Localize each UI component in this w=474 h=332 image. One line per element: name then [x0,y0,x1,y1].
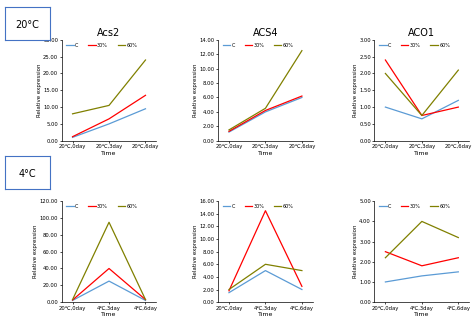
C [106,122,112,126]
60% [263,106,268,110]
Title: ACS4: ACS4 [253,28,278,38]
Line: 30%: 30% [385,60,458,116]
60% [383,256,388,260]
Y-axis label: Relative expression: Relative expression [36,63,42,117]
C [419,274,425,278]
C [419,117,425,121]
Line: 60%: 60% [73,222,146,299]
60% [226,128,232,132]
Title: ACO1: ACO1 [409,28,435,38]
30% [263,209,268,213]
Y-axis label: Relative expression: Relative expression [193,225,198,279]
30% [143,93,148,97]
30% [263,109,268,113]
30% [383,58,388,62]
Line: 30%: 30% [73,95,146,137]
30% [383,250,388,254]
60% [383,71,388,75]
Line: C: C [385,272,458,282]
Line: C: C [73,281,146,300]
Y-axis label: Relative expression: Relative expression [193,63,198,117]
Line: C: C [73,109,146,137]
C [456,270,461,274]
Line: C: C [229,271,302,293]
60% [143,297,148,301]
60% [419,114,425,118]
X-axis label: Time: Time [101,151,117,156]
60% [106,220,112,224]
Legend: C, 30%, 60%: C, 30%, 60% [222,42,294,48]
30% [419,114,425,118]
C [143,107,148,111]
Legend: C, 30%, 60%: C, 30%, 60% [379,42,451,48]
Line: 60%: 60% [229,264,302,290]
30% [143,297,148,301]
Y-axis label: Relative expression: Relative expression [353,63,358,117]
C [263,110,268,114]
C [143,298,148,302]
30% [456,256,461,260]
C [226,291,232,295]
30% [299,285,305,289]
Line: 60%: 60% [385,70,458,116]
Line: 30%: 30% [229,96,302,131]
30% [456,105,461,109]
Line: 60%: 60% [229,51,302,130]
30% [70,135,75,139]
X-axis label: Time: Time [258,312,273,317]
60% [419,219,425,223]
Y-axis label: Relative expression: Relative expression [33,225,38,279]
60% [456,236,461,240]
30% [299,94,305,98]
C [226,130,232,134]
Title: Acs2: Acs2 [97,28,121,38]
C [70,298,75,302]
60% [299,269,305,273]
Y-axis label: Relative expression: Relative expression [353,225,358,279]
C [299,96,305,100]
Line: C: C [385,100,458,119]
Line: 30%: 30% [385,252,458,266]
Legend: C, 30%, 60%: C, 30%, 60% [222,204,294,209]
C [263,269,268,273]
C [299,288,305,291]
30% [70,298,75,302]
30% [106,267,112,271]
X-axis label: Time: Time [414,312,429,317]
X-axis label: Time: Time [258,151,273,156]
30% [226,289,232,293]
Legend: C, 30%, 60%: C, 30%, 60% [379,204,451,209]
60% [106,104,112,108]
Line: 60%: 60% [73,60,146,114]
60% [299,49,305,53]
C [383,105,388,109]
C [456,98,461,102]
Text: 4°C: 4°C [18,169,36,179]
30% [226,129,232,133]
X-axis label: Time: Time [101,312,117,317]
Legend: C, 30%, 60%: C, 30%, 60% [66,42,138,48]
Line: 30%: 30% [73,269,146,300]
C [106,279,112,283]
C [383,280,388,284]
60% [263,262,268,266]
Line: 60%: 60% [385,221,458,258]
60% [226,288,232,291]
60% [456,68,461,72]
Text: 20°C: 20°C [15,20,39,30]
60% [70,297,75,301]
30% [106,117,112,121]
C [70,135,75,139]
Legend: C, 30%, 60%: C, 30%, 60% [66,204,138,209]
X-axis label: Time: Time [414,151,429,156]
60% [143,58,148,62]
Line: C: C [229,98,302,132]
Line: 30%: 30% [229,211,302,291]
30% [419,264,425,268]
60% [70,112,75,116]
